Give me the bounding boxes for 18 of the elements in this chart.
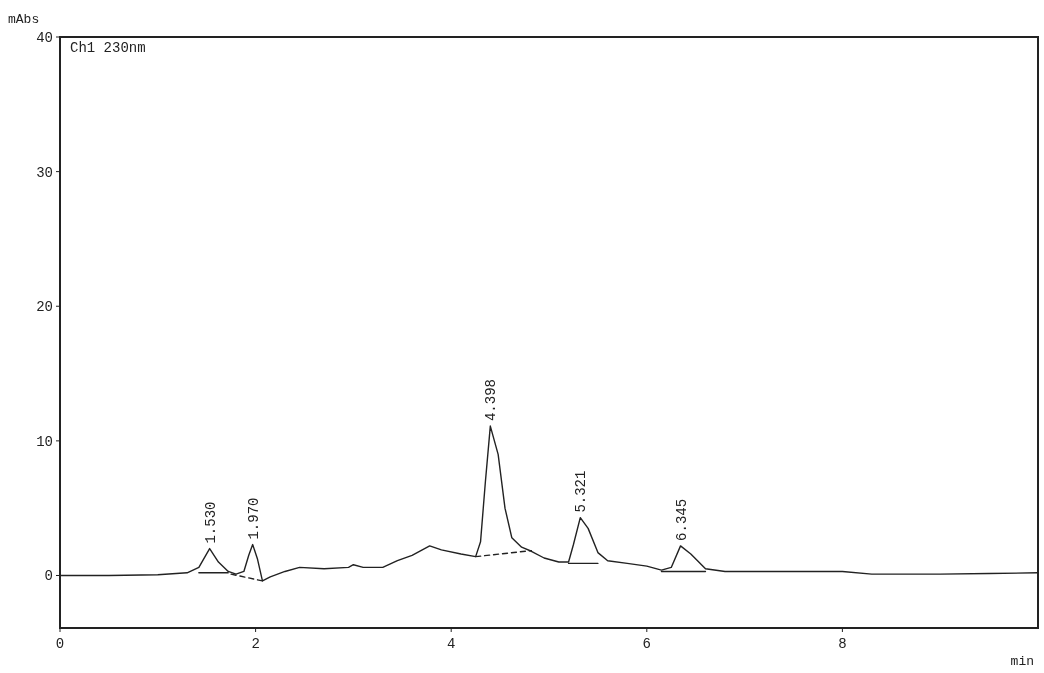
y-tick-label: 10 <box>36 433 53 450</box>
y-tick-label: 0 <box>44 568 53 585</box>
annotation: Ch1 230nm <box>70 40 146 56</box>
x-tick-label: 8 <box>838 636 847 652</box>
annotation: 4.398 <box>483 379 500 422</box>
x-tick-label: 2 <box>251 636 260 652</box>
annotation: 5.321 <box>573 470 590 513</box>
y-axis-title: mAbs <box>8 12 40 27</box>
y-tick-label: 30 <box>36 164 53 181</box>
annotation: 1.530 <box>202 501 219 544</box>
annotation: 6.345 <box>673 498 690 541</box>
x-tick-label: 0 <box>55 636 65 652</box>
annotation: 1.970 <box>245 497 262 540</box>
y-tick-label: 20 <box>36 299 53 316</box>
x-tick-label: 6 <box>642 636 651 652</box>
y-tick-label: 40 <box>36 29 53 46</box>
x-tick-label: 4 <box>447 636 456 652</box>
x-axis-title: min <box>1010 654 1034 669</box>
